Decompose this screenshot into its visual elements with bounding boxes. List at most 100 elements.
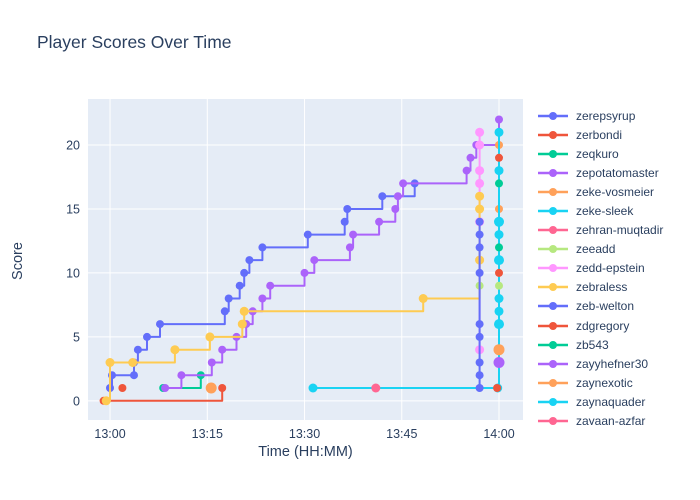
- series-marker-zebraless: [475, 204, 485, 214]
- series-marker-zerepsyrup: [133, 345, 142, 354]
- legend-marker-icon: [538, 397, 568, 406]
- legend-marker-icon: [538, 207, 568, 216]
- legend-item-zebraless[interactable]: zebraless: [538, 278, 696, 297]
- series-marker-zdgregory: [118, 384, 127, 392]
- legend-marker-icon: [538, 168, 568, 177]
- series-marker-zayyhefner30: [493, 357, 505, 368]
- series-marker-zehran-muqtadir: [371, 383, 381, 393]
- chart-title: Player Scores Over Time: [37, 32, 232, 52]
- legend-label: zaynaquader: [576, 394, 646, 409]
- legend-item-zaynexotic[interactable]: zaynexotic: [538, 373, 696, 392]
- legend-label: zeeadd: [576, 242, 616, 257]
- legend-item-zeke-sleek[interactable]: zeke-sleek: [538, 201, 696, 220]
- series-marker-zepotatomaster: [310, 256, 319, 265]
- legend: zerepsyrup zerbondi zeqkuro zepotatomaster z…: [538, 106, 696, 425]
- series-marker-zebraless: [418, 294, 428, 303]
- series-marker-zaynexotic: [493, 344, 505, 356]
- legend-label: zayaan-azfar: [576, 414, 646, 425]
- series-marker-zdgregory: [495, 153, 503, 162]
- series-marker-zebraless: [105, 358, 115, 367]
- series-marker-zebraless: [128, 358, 138, 367]
- series-marker-zepotatomaster: [466, 153, 475, 162]
- y-tick-label: 20: [66, 139, 80, 153]
- y-tick-label: 15: [66, 202, 80, 216]
- series-marker-zepotatomaster: [177, 371, 186, 380]
- series-marker-zdgregory: [495, 268, 503, 277]
- legend-item-zeke-vosmeier[interactable]: zeke-vosmeier: [538, 182, 696, 201]
- series-marker-zepotatomaster: [462, 166, 471, 175]
- series-marker-zaynaquader: [494, 216, 504, 227]
- legend-label: zedd-epstein: [576, 261, 645, 276]
- legend-item-zeqkuro[interactable]: zeqkuro: [538, 144, 696, 163]
- legend-item-zerbondi[interactable]: zerbondi: [538, 125, 696, 144]
- series-marker-zepotatomaster: [391, 205, 400, 213]
- y-axis-title: Score: [10, 242, 26, 280]
- legend-label: zeke-sleek: [576, 204, 634, 219]
- series-marker-zebraless: [170, 345, 180, 355]
- series-marker-zerepsyrup: [224, 294, 233, 303]
- x-tick-label: 14:00: [483, 427, 514, 441]
- legend-item-zeeadd[interactable]: zeeadd: [538, 240, 696, 259]
- plot-background: [88, 99, 523, 420]
- legend-item-zeb-welton[interactable]: zeb-welton: [538, 297, 696, 316]
- legend-label: zeb-welton: [576, 299, 635, 314]
- legend-item-zayyhefner30[interactable]: zayyhefner30: [538, 354, 696, 373]
- legend-marker-icon: [538, 321, 568, 330]
- series-marker-zerepsyrup: [130, 371, 138, 380]
- legend-marker-icon: [538, 340, 568, 349]
- legend-item-zdgregory[interactable]: zdgregory: [538, 316, 696, 335]
- series-marker-zepotatomaster: [207, 358, 216, 367]
- series-marker-zepotatomaster: [399, 179, 408, 188]
- series-marker-zepotatomaster: [345, 243, 354, 252]
- legend-label: zb543: [576, 337, 609, 352]
- series-marker-zerepsyrup: [220, 307, 229, 316]
- series-marker-zedd-epstein: [475, 166, 485, 176]
- series-line-zerbondi: [103, 388, 224, 402]
- legend-item-zedd-epstein[interactable]: zedd-epstein: [538, 259, 696, 278]
- series-marker-zebraless: [101, 396, 111, 406]
- series-marker-zerepsyrup: [245, 256, 254, 265]
- legend-label: zdgregory: [576, 318, 630, 333]
- legend-item-zayaan-azfar[interactable]: zayaan-azfar: [538, 412, 696, 425]
- legend-marker-icon: [538, 378, 568, 387]
- series-marker-zedd-epstein: [475, 140, 485, 150]
- series-marker-zepotatomaster: [161, 384, 170, 392]
- series-marker-zebraless: [239, 306, 249, 316]
- legend-item-zepotatomaster[interactable]: zepotatomaster: [538, 163, 696, 182]
- series-marker-zerepsyrup: [340, 217, 349, 226]
- legend-item-zb543[interactable]: zb543: [538, 335, 696, 354]
- series-marker-zeke-sleek: [494, 306, 504, 316]
- series-marker-zeb-welton: [475, 217, 484, 226]
- y-tick-label: 0: [73, 394, 80, 408]
- legend-item-zerepsyrup[interactable]: zerepsyrup: [538, 106, 696, 125]
- x-tick-label: 13:30: [289, 427, 320, 441]
- legend-label: zayyhefner30: [576, 356, 649, 371]
- series-marker-zerepsyrup: [303, 230, 312, 239]
- legend-label: zehran-muqtadir: [576, 223, 664, 238]
- series-marker-zerepsyrup: [343, 205, 352, 213]
- legend-item-zaynaquader[interactable]: zaynaquader: [538, 392, 696, 411]
- legend-label: zerepsyrup: [576, 108, 636, 123]
- series-marker-zebraless: [205, 332, 215, 342]
- series-marker-zeke-sleek: [308, 383, 318, 393]
- legend-label: zerbondi: [576, 127, 623, 142]
- series-marker-zepotatomaster: [393, 192, 402, 201]
- series-marker-zepotatomaster: [349, 230, 358, 239]
- legend-item-zehran-muqtadir[interactable]: zehran-muqtadir: [538, 221, 696, 240]
- series-marker-zebraless: [237, 319, 247, 329]
- series-marker-zeke-sleek: [494, 166, 504, 176]
- legend-marker-icon: [538, 187, 568, 196]
- series-marker-zeb-welton: [475, 384, 484, 392]
- series-marker-zb543: [495, 243, 503, 252]
- series-marker-zeke-sleek: [494, 294, 504, 303]
- series-marker-zepotatomaster: [218, 345, 227, 354]
- series-marker-zeeadd: [495, 281, 503, 290]
- series-marker-zebraless: [475, 191, 485, 201]
- series-marker-zepotatomaster: [375, 217, 384, 226]
- series-marker-zeke-sleek: [494, 230, 504, 240]
- series-marker-zeb-welton: [475, 230, 484, 239]
- legend-label: zaynexotic: [576, 375, 633, 390]
- series-marker-zeb-welton: [475, 268, 484, 277]
- series-marker-zerepsyrup: [235, 281, 244, 290]
